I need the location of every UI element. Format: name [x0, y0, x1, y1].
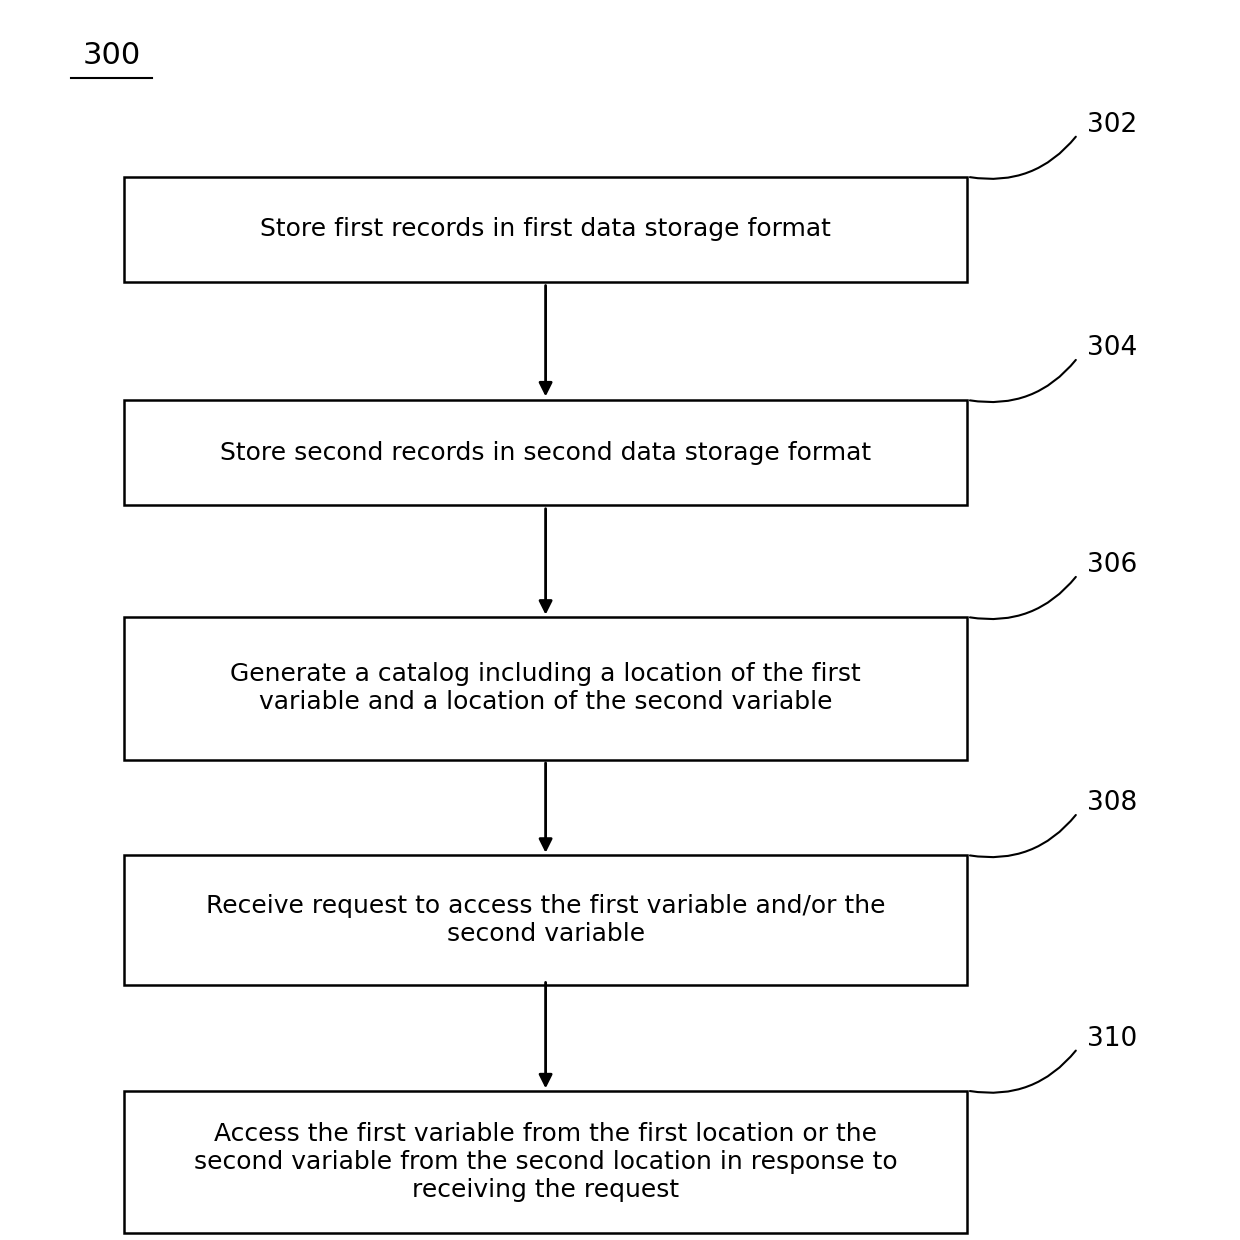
Text: 306: 306 [1087, 552, 1138, 578]
Text: 304: 304 [1087, 335, 1138, 361]
Text: Store first records in first data storage format: Store first records in first data storag… [260, 217, 831, 242]
Text: 300: 300 [83, 41, 140, 71]
Text: Receive request to access the first variable and/or the
second variable: Receive request to access the first vari… [206, 894, 885, 946]
Text: 302: 302 [1087, 112, 1138, 138]
Text: 310: 310 [1087, 1025, 1138, 1052]
Text: Access the first variable from the first location or the
second variable from th: Access the first variable from the first… [193, 1122, 898, 1202]
FancyBboxPatch shape [124, 1091, 967, 1233]
FancyBboxPatch shape [124, 177, 967, 283]
Text: 308: 308 [1087, 790, 1138, 816]
FancyBboxPatch shape [124, 399, 967, 506]
Text: Store second records in second data storage format: Store second records in second data stor… [219, 440, 872, 465]
FancyBboxPatch shape [124, 856, 967, 985]
Text: Generate a catalog including a location of the first
variable and a location of : Generate a catalog including a location … [231, 662, 861, 714]
FancyBboxPatch shape [124, 616, 967, 759]
